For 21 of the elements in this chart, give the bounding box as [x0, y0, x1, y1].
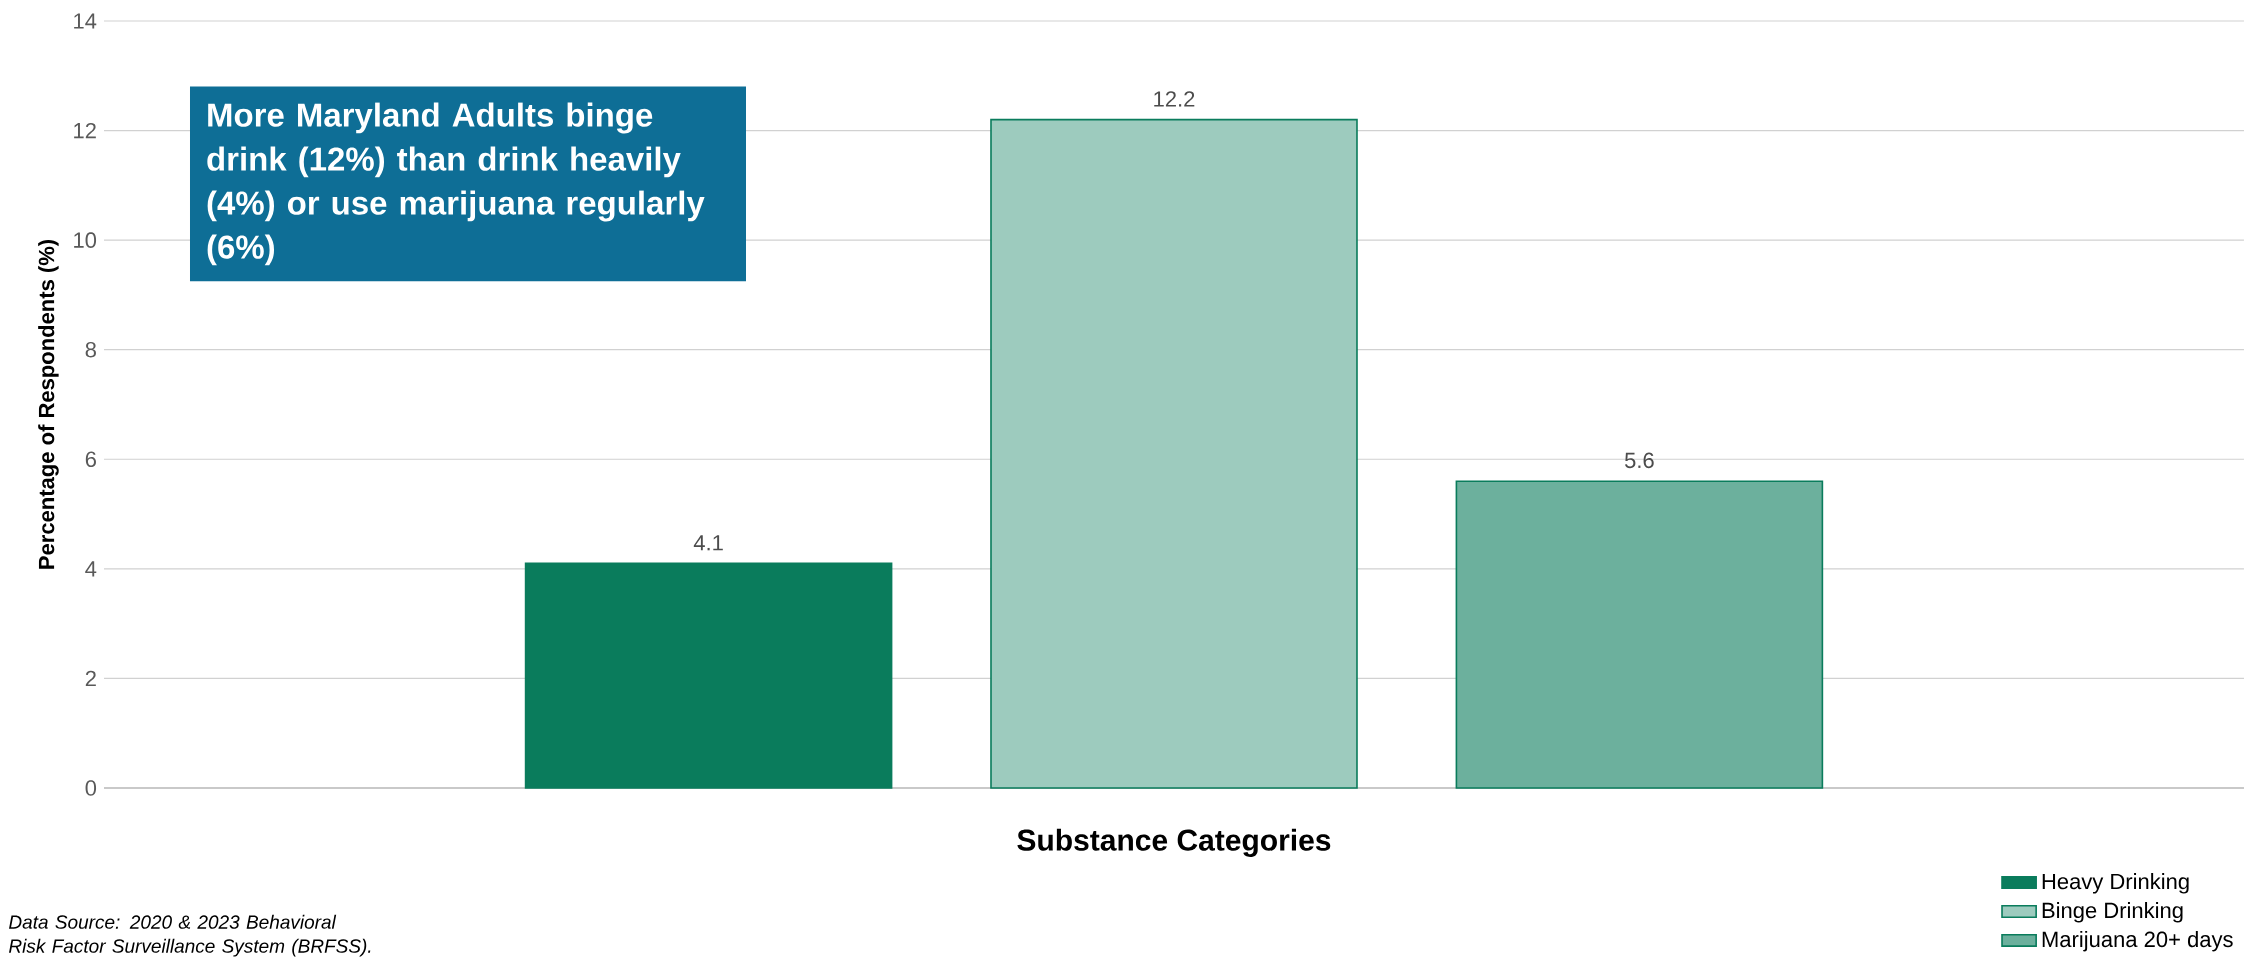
y-tick-label: 2: [85, 670, 96, 687]
data-label: 4.1: [693, 535, 723, 551]
y-axis-title: Percentage of Respondents (%): [38, 239, 59, 569]
x-axis-title: Substance Categories: [1017, 828, 1331, 857]
bar: [524, 562, 893, 789]
bar: [1455, 480, 1824, 789]
legend-label: Heavy Drinking: [2042, 873, 2189, 894]
data-label: 5.6: [1624, 452, 1654, 469]
y-tick-label: 12: [74, 122, 96, 139]
y-tick-label: 8: [85, 341, 96, 358]
source-note: Data Source: 2020 & 2023 Behavioral Risk Factor Surveillance System (BRFSS).: [9, 914, 371, 957]
legend-label: Marijuana 20+ days: [2042, 930, 2233, 952]
annotation: More Maryland Adults binge drink (12%) than drink heavily (4%) or use marijuana regularly (6%): [207, 102, 705, 266]
bar: [990, 118, 1358, 789]
y-tick-label: 6: [85, 451, 96, 468]
y-tick-label: 0: [85, 780, 97, 796]
legend-label: Binge Drinking: [2042, 902, 2183, 923]
data-label: 12.2: [1154, 91, 1195, 107]
y-tick-label: 14: [74, 13, 97, 29]
y-tick-label: 4: [85, 561, 97, 577]
y-tick-label: 10: [74, 232, 97, 248]
